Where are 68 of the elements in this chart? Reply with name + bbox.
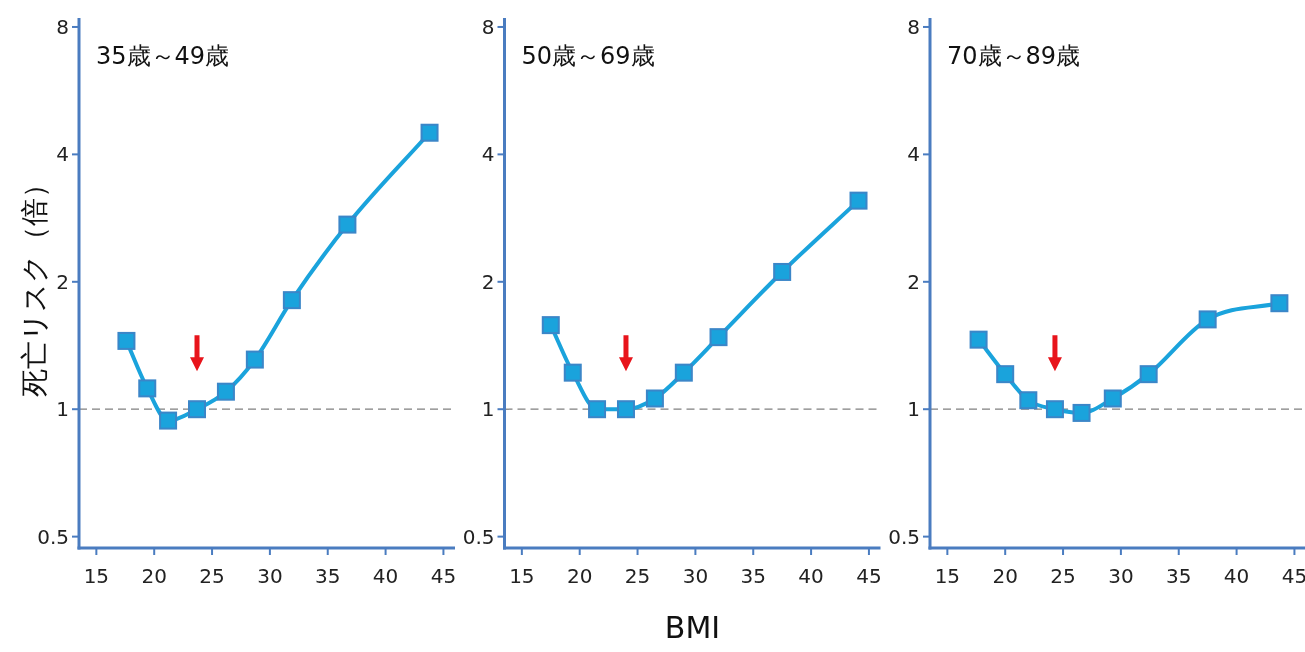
y-tick-label: 2 bbox=[481, 269, 495, 294]
x-tick-label: 40 bbox=[798, 564, 824, 588]
point bbox=[188, 400, 207, 419]
y-tick-label: 4 bbox=[56, 142, 69, 167]
point bbox=[245, 350, 264, 369]
y-tick-label: 4 bbox=[907, 142, 920, 167]
text: 35歳～49歳 bbox=[96, 42, 230, 70]
y-tick-label: 8 bbox=[56, 14, 69, 39]
x-tick-label: 45 bbox=[856, 564, 882, 588]
point bbox=[709, 328, 728, 347]
x-tick-label: 45 bbox=[430, 564, 457, 588]
y-tick-label: 0.5 bbox=[37, 524, 69, 549]
point bbox=[216, 382, 235, 401]
point bbox=[849, 191, 868, 210]
y-tick-label: 2 bbox=[56, 269, 69, 294]
point bbox=[282, 291, 301, 310]
point bbox=[1139, 365, 1158, 384]
point bbox=[420, 123, 439, 142]
point bbox=[1072, 403, 1091, 422]
x-tick-label: 20 bbox=[141, 564, 167, 588]
y-tick-label: 1 bbox=[907, 397, 920, 422]
y-tick-label: 0.5 bbox=[462, 524, 495, 549]
point bbox=[616, 400, 635, 419]
x-tick-label: 20 bbox=[992, 564, 1018, 588]
y-tick-label: 8 bbox=[907, 14, 920, 39]
y-tick-label: 4 bbox=[481, 142, 495, 167]
point bbox=[541, 316, 560, 335]
x-tick-label: 30 bbox=[257, 564, 283, 588]
point bbox=[159, 411, 178, 430]
point bbox=[1198, 310, 1217, 329]
point bbox=[996, 365, 1015, 384]
y-axis-title: 死亡リスク（倍） bbox=[18, 169, 51, 397]
text: 50歳～69歳 bbox=[521, 42, 655, 70]
point bbox=[773, 262, 792, 281]
point bbox=[645, 389, 664, 408]
x-tick-label: 30 bbox=[682, 564, 709, 588]
x-tick-label: 35 bbox=[315, 564, 341, 588]
point bbox=[674, 363, 693, 382]
text: 70歳～89歳 bbox=[947, 42, 1081, 70]
x-tick-label: 40 bbox=[1223, 564, 1250, 588]
y-tick-label: 2 bbox=[907, 269, 920, 294]
x-tick-label: 45 bbox=[1281, 564, 1305, 588]
x-axis-title: BMI bbox=[664, 610, 721, 645]
point bbox=[969, 330, 988, 349]
y-tick-label: 8 bbox=[481, 14, 495, 39]
point bbox=[338, 215, 357, 234]
x-tick-label: 30 bbox=[1108, 564, 1134, 588]
point bbox=[117, 331, 136, 350]
x-tick-label: 35 bbox=[1166, 564, 1192, 588]
x-tick-label: 35 bbox=[740, 564, 766, 588]
x-tick-label: 25 bbox=[624, 564, 651, 588]
x-tick-label: 15 bbox=[83, 564, 110, 588]
point bbox=[138, 379, 157, 398]
point bbox=[1270, 294, 1289, 313]
point bbox=[588, 400, 607, 419]
point bbox=[1045, 400, 1064, 419]
x-tick-label: 40 bbox=[372, 564, 399, 588]
x-tick-label: 25 bbox=[1050, 564, 1076, 588]
x-tick-label: 15 bbox=[934, 564, 961, 588]
point bbox=[1103, 389, 1122, 408]
y-tick-label: 1 bbox=[56, 397, 69, 422]
y-tick-label: 1 bbox=[481, 397, 495, 422]
x-tick-label: 15 bbox=[509, 564, 535, 588]
y-tick-label: 0.5 bbox=[888, 524, 920, 549]
point bbox=[563, 363, 582, 382]
x-tick-label: 20 bbox=[566, 564, 593, 588]
point bbox=[1019, 391, 1038, 410]
x-tick-label: 25 bbox=[199, 564, 225, 588]
